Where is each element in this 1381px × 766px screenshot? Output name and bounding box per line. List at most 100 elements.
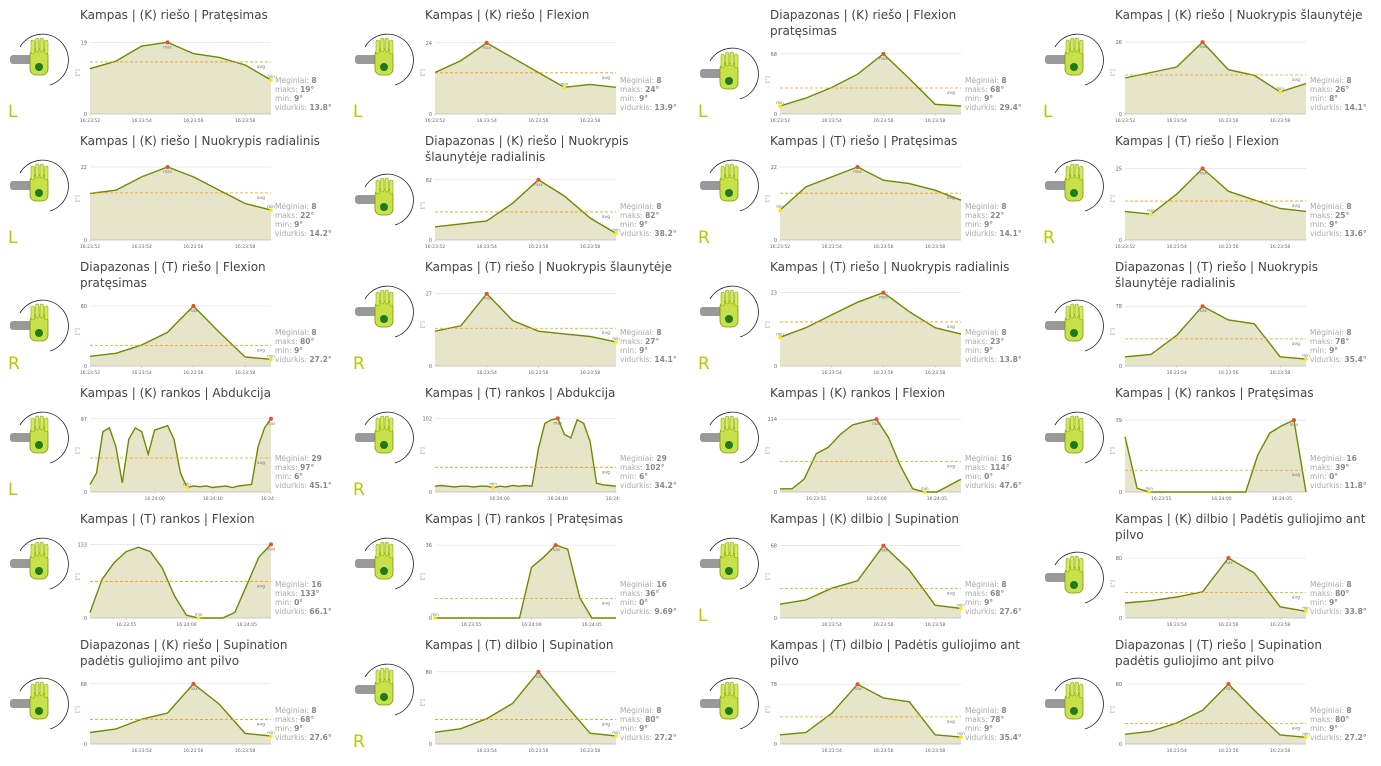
y-tick-label: 80 — [1116, 682, 1122, 688]
min-marker-label: min — [1302, 605, 1310, 610]
stat-row: min: 9° — [275, 346, 345, 355]
x-tick-label: 16:24:00 — [1211, 496, 1231, 502]
stat-label: min: — [1310, 346, 1327, 355]
icon-graphic — [690, 151, 762, 231]
marker — [1070, 581, 1078, 589]
finger — [385, 38, 389, 52]
area — [780, 546, 961, 618]
stat-label: Mėginiai: — [965, 454, 999, 463]
stat-label: min: — [620, 472, 637, 481]
finger — [45, 418, 49, 432]
stat-label: Mėginiai: — [275, 706, 309, 715]
marker — [35, 189, 43, 197]
y-tick-label: 82 — [426, 178, 432, 184]
stat-row: vidurkis: 14.1° — [965, 229, 1035, 238]
max-marker-label: max — [879, 56, 888, 61]
side-letter: L — [8, 480, 17, 500]
marker — [35, 441, 43, 449]
stat-row: maks: 24° — [620, 85, 690, 94]
finger — [36, 38, 40, 52]
panel-body: R[°]02316:23:5416:23:5616:23:58avgminmax… — [690, 277, 1035, 378]
stat-label: Mėginiai: — [1310, 76, 1344, 85]
stat-label: maks: — [620, 85, 643, 94]
avg-marker-label: avg — [947, 91, 955, 96]
line-chart: [°]08016:23:5216:23:5416:23:5616:23:58av… — [72, 291, 275, 378]
stat-label: Mėginiai: — [1310, 706, 1344, 715]
side-letter: R — [353, 732, 365, 752]
panel: Kampas | (K) dilbio | Padėtis guliojimo … — [1035, 504, 1380, 630]
stat-value: 35.4° — [999, 733, 1021, 742]
stat-value: 80° — [1335, 589, 1349, 598]
panel-title: Kampas | (T) riešo | Flexion — [1035, 126, 1380, 151]
stats: Mėginiai: 8maks: 80°min: 9°vidurkis: 27.… — [620, 655, 690, 756]
stat-label: maks: — [965, 463, 988, 472]
stat-label: vidurkis: — [275, 733, 307, 742]
stat-value: 80° — [300, 337, 314, 346]
panel-body: R[°]010216:24:0016:24:1016:24:20avgminma… — [345, 403, 690, 504]
x-tick-label: 16:23:56 — [183, 370, 203, 376]
finger — [385, 290, 389, 304]
y-axis-label: [°] — [420, 573, 426, 579]
stat-label: min: — [620, 220, 637, 229]
finger — [390, 292, 394, 306]
x-tick-label: 16:23:58 — [925, 370, 945, 376]
stat-row: vidurkis: 27.6° — [275, 733, 345, 742]
y-tick-label: 68 — [771, 52, 777, 58]
stat-value: 16 — [1346, 454, 1356, 463]
icon: R — [690, 277, 762, 378]
stat-row: min: 6° — [620, 472, 690, 481]
side-letter: L — [8, 228, 17, 248]
stat-label: maks: — [965, 337, 988, 346]
icon-graphic — [345, 529, 417, 609]
x-tick-label: 16:24:00 — [521, 622, 541, 628]
finger — [1066, 306, 1070, 320]
finger — [390, 418, 394, 432]
icon-graphic — [0, 669, 72, 749]
side-letter: R — [353, 480, 365, 500]
y-axis-label: [°] — [765, 573, 771, 579]
y-tick-label: 0 — [84, 364, 87, 370]
stat-row: maks: 68° — [965, 589, 1035, 598]
stat-value: 38.2° — [654, 229, 676, 238]
x-tick-label: 16:23:54 — [1167, 622, 1187, 628]
panel-body: L[°]06816:23:5216:23:5416:23:5616:23:58a… — [690, 39, 1035, 126]
area — [780, 419, 961, 492]
finger — [1075, 556, 1079, 570]
stat-value: 8 — [1001, 580, 1006, 589]
icon: R — [0, 291, 72, 378]
stat-label: vidurkis: — [1310, 481, 1342, 490]
stat-label: maks: — [275, 589, 298, 598]
panel-title: Kampas | (K) rankos | Flexion — [690, 378, 1035, 403]
stat-label: vidurkis: — [965, 103, 997, 112]
stat-value: 35.4° — [1344, 355, 1366, 364]
stat-row: min: 0° — [275, 598, 345, 607]
finger — [721, 544, 725, 558]
marker — [725, 315, 733, 323]
stat-value: 27.2° — [309, 355, 331, 364]
finger — [31, 40, 35, 54]
y-tick-label: 80 — [81, 304, 87, 310]
x-tick-label: 16:24:00 — [866, 496, 886, 502]
avg-marker-label: avg — [1292, 78, 1300, 83]
stat-value: 9° — [984, 346, 993, 355]
y-axis-label: [°] — [1110, 195, 1116, 201]
x-tick-label: 16:23:54 — [477, 748, 497, 754]
stat-row: min: 8° — [1310, 94, 1380, 103]
max-marker-label: max — [1198, 170, 1207, 175]
max-marker-label: max — [553, 420, 562, 425]
stat-row: maks: 80° — [620, 715, 690, 724]
line-chart: [°]02616:23:5216:23:5416:23:5616:23:58av… — [1107, 25, 1310, 126]
panel-title: Kampas | (T) dilbio | Supination — [345, 630, 690, 655]
stat-row: maks: 68° — [275, 715, 345, 724]
y-tick-label: 0 — [1119, 616, 1122, 622]
stat-row: Mėginiai: 8 — [275, 328, 345, 337]
stat-value: 8 — [656, 76, 661, 85]
line-chart: [°]03916:23:5516:24:0016:24:05avgminmax — [1107, 403, 1310, 504]
min-marker-label: min — [1147, 208, 1155, 213]
min-marker-label: min — [183, 481, 191, 486]
x-tick-label: 16:23:54 — [1167, 370, 1187, 376]
y-tick-label: 102 — [422, 416, 432, 422]
stat-value: 68° — [300, 715, 314, 724]
x-tick-label: 16:23:58 — [235, 118, 255, 124]
